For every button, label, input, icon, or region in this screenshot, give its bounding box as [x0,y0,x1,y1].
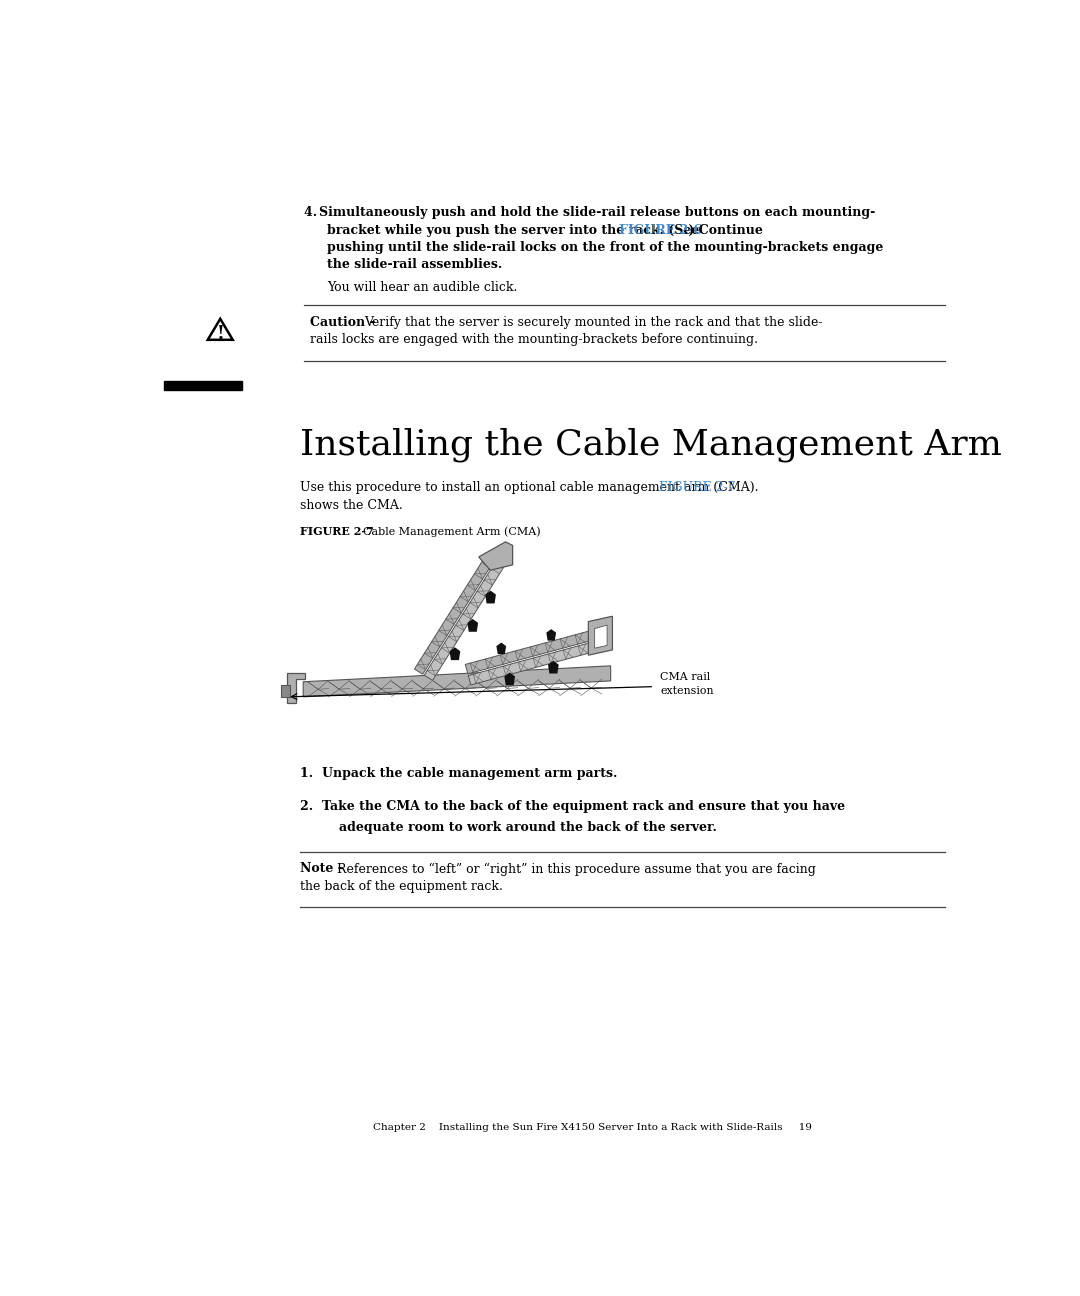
Text: FIGURE 2-7: FIGURE 2-7 [659,481,735,494]
Text: bracket while you push the server into the rack. (See: bracket while you push the server into t… [327,224,704,237]
Polygon shape [469,642,596,686]
Text: rails locks are engaged with the mounting-brackets before continuing.: rails locks are engaged with the mountin… [310,333,758,346]
Text: FIGURE 2-7: FIGURE 2-7 [300,526,381,538]
Text: 2.: 2. [300,800,326,813]
Polygon shape [548,661,558,674]
Text: Caution –: Caution – [310,316,380,329]
Text: 1.: 1. [300,767,326,780]
Text: pushing until the slide-rail locks on the front of the mounting-brackets engage: pushing until the slide-rail locks on th… [327,241,883,254]
Text: adequate room to work around the back of the server.: adequate room to work around the back of… [339,822,717,835]
Text: Take the CMA to the back of the equipment rack and ensure that you have: Take the CMA to the back of the equipmen… [322,800,845,813]
Text: Use this procedure to install an optional cable management arm (CMA).: Use this procedure to install an optiona… [300,481,762,494]
Polygon shape [468,619,478,631]
Polygon shape [595,625,607,648]
Text: Installing the Cable Management Arm: Installing the Cable Management Arm [300,428,1002,461]
Polygon shape [415,556,494,674]
Polygon shape [424,562,504,680]
Polygon shape [303,666,610,697]
Polygon shape [546,629,556,640]
Polygon shape [497,643,507,654]
Polygon shape [504,673,515,686]
Text: !: ! [216,325,225,343]
Text: FIGURE 2-6: FIGURE 2-6 [619,224,702,237]
Text: Cable Management Arm (CMA): Cable Management Arm (CMA) [363,526,541,537]
Text: shows the CMA.: shows the CMA. [300,499,403,512]
Polygon shape [287,673,305,702]
Polygon shape [449,647,460,660]
Text: .) Continue: .) Continue [684,224,762,237]
Bar [164,381,242,390]
Text: You will hear an audible click.: You will hear an audible click. [327,281,517,294]
Text: the slide-rail assemblies.: the slide-rail assemblies. [327,258,502,271]
Polygon shape [281,686,289,697]
Polygon shape [589,617,612,656]
Text: the back of the equipment rack.: the back of the equipment rack. [300,880,503,893]
Text: References to “left” or “right” in this procedure assume that you are facing: References to “left” or “right” in this … [337,862,816,876]
Text: 4.: 4. [303,206,323,219]
Text: Simultaneously push and hold the slide-rail release buttons on each mounting-: Simultaneously push and hold the slide-r… [319,206,875,219]
Polygon shape [465,631,593,674]
Text: Chapter 2    Installing the Sun Fire X4150 Server Into a Rack with Slide-Rails  : Chapter 2 Installing the Sun Fire X4150 … [373,1122,812,1131]
Text: Verify that the server is securely mounted in the rack and that the slide-: Verify that the server is securely mount… [364,316,823,329]
Text: CMA rail
extension: CMA rail extension [661,671,714,696]
Text: Note –: Note – [300,862,349,875]
Polygon shape [478,542,513,570]
Text: Unpack the cable management arm parts.: Unpack the cable management arm parts. [322,767,617,780]
Polygon shape [485,591,496,604]
